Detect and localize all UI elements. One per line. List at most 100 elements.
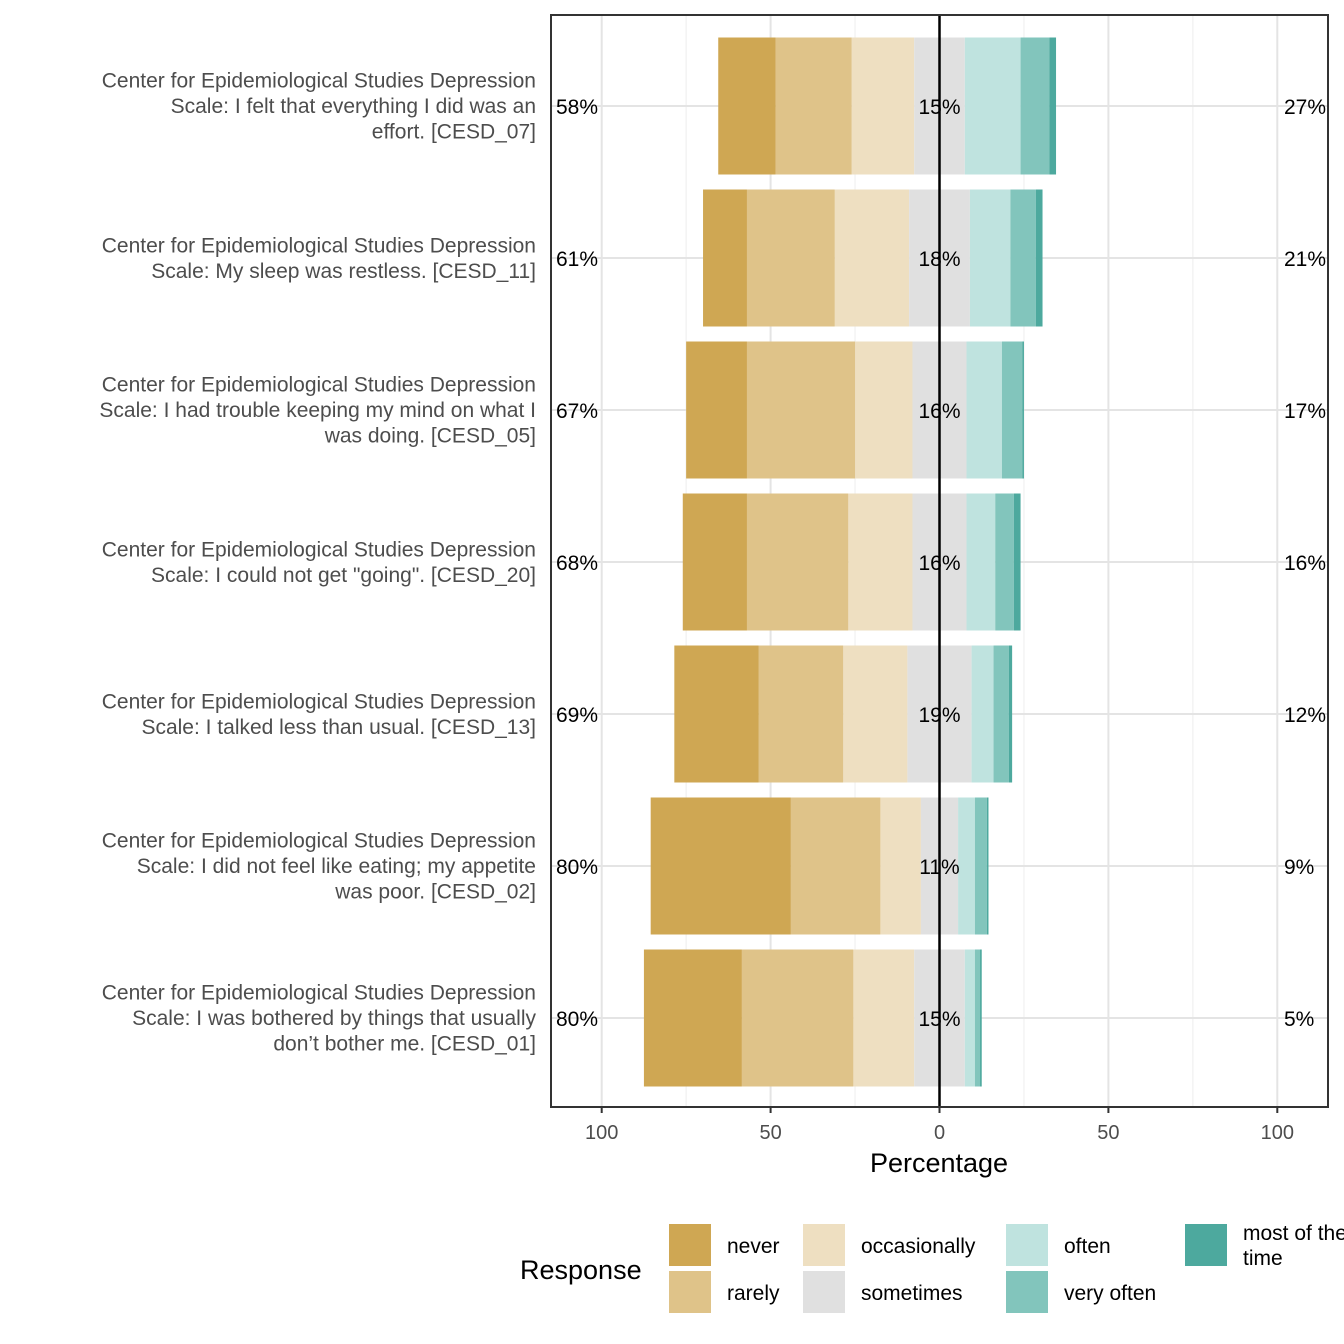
bar-segment-often — [969, 189, 1011, 327]
bar-segment-most-of-the-time — [1049, 37, 1057, 175]
bar-segment-often — [964, 949, 975, 1087]
bar-segment-most-of-the-time — [980, 949, 982, 1087]
bar-segment-occasionally — [855, 341, 913, 479]
y-axis-label-line: Center for Epidemiological Studies Depre… — [102, 374, 536, 397]
y-axis-label-line: was doing. [CESD_05] — [324, 425, 536, 448]
legend-label: often — [1064, 1235, 1111, 1258]
legend-label: occasionally — [861, 1235, 976, 1258]
bar-segment-most-of-the-time — [1013, 493, 1021, 631]
y-axis-label-line: Scale: I did not feel like eating; my ap… — [137, 855, 536, 878]
bar-segment-rarely — [741, 949, 854, 1087]
y-axis-label: Center for Epidemiological Studies Depre… — [99, 374, 536, 448]
bar-segment-occasionally — [848, 493, 913, 631]
high-percent-label: 27% — [1284, 96, 1326, 119]
high-percent-label: 17% — [1284, 400, 1326, 423]
legend-label: rarely — [727, 1282, 780, 1305]
bar-segment-rarely — [790, 797, 881, 935]
bar-segment-never — [686, 341, 747, 479]
y-axis-label-line: Center for Epidemiological Studies Depre… — [102, 830, 536, 853]
y-axis-label-line: Scale: I felt that everything I did was … — [171, 95, 536, 118]
neutral-percent-label: 15% — [918, 1008, 960, 1031]
y-axis-label-line: Scale: My sleep was restless. [CESD_11] — [151, 260, 536, 283]
y-axis-label-line: Scale: I was bothered by things that usu… — [132, 1007, 536, 1030]
y-axis-label: Center for Epidemiological Studies Depre… — [102, 830, 536, 904]
legend-key-often — [1006, 1224, 1048, 1266]
bar-segment-rarely — [746, 493, 849, 631]
y-axis-label-line: Center for Epidemiological Studies Depre… — [102, 70, 536, 93]
y-axis-label: Center for Epidemiological Studies Depre… — [102, 982, 537, 1056]
bar-segment-never — [674, 645, 759, 783]
legend-label: never — [727, 1235, 780, 1258]
bar-segment-occasionally — [834, 189, 910, 327]
neutral-percent-label: 18% — [918, 248, 960, 271]
bar-segment-most-of-the-time — [986, 797, 989, 935]
high-percent-label: 12% — [1284, 704, 1326, 727]
legend-title: Response — [520, 1255, 642, 1285]
y-axis-label-line: Scale: I talked less than usual. [CESD_1… — [141, 716, 536, 739]
y-axis-label: Center for Epidemiological Studies Depre… — [102, 538, 536, 587]
y-axis-label: Center for Epidemiological Studies Depre… — [102, 70, 536, 144]
bar-segment-rarely — [758, 645, 844, 783]
legend-key-most-of-the-time — [1185, 1224, 1227, 1266]
y-axis-labels: Center for Epidemiological Studies Depre… — [99, 70, 536, 1056]
bar-segment-never — [703, 189, 747, 327]
bar-segment-occasionally — [880, 797, 921, 935]
high-percent-label: 5% — [1284, 1008, 1314, 1031]
bar-segment-never — [650, 797, 791, 935]
bar-segment-most-of-the-time — [1022, 341, 1024, 479]
bar-segment-most-of-the-time — [1035, 189, 1043, 327]
legend-key-occasionally — [803, 1224, 845, 1266]
low-percent-label: 58% — [556, 96, 598, 119]
plot-panel: 58% 27% 61% 21% 67% 17% 68% 16% 69% 12% 80% 9% 80% 5%… — [550, 14, 1329, 1108]
low-percent-label: 80% — [556, 1008, 598, 1031]
bar-segment-very-often — [1001, 341, 1023, 479]
bar-segment-very-often — [974, 949, 981, 1087]
x-tick-label: 50 — [1097, 1122, 1119, 1144]
bar-segment-occasionally — [843, 645, 908, 783]
bar-segment-very-often — [995, 493, 1014, 631]
low-percent-label: 69% — [556, 704, 598, 727]
bar-segment-rarely — [746, 341, 856, 479]
y-axis-label-line: Scale: I had trouble keeping my mind on … — [99, 399, 536, 422]
bar-segment-occasionally — [853, 949, 915, 1087]
neutral-percent-label: 11% — [919, 856, 959, 879]
high-percent-label: 9% — [1284, 856, 1314, 879]
bar-segment-never — [718, 37, 776, 175]
low-percent-label: 67% — [556, 400, 598, 423]
neutral-percent-label: 16% — [918, 400, 960, 423]
bar-segment-rarely — [775, 37, 852, 175]
bar-segment-never — [643, 949, 742, 1087]
y-axis-label: Center for Epidemiological Studies Depre… — [102, 234, 536, 283]
bar-segment-often — [971, 645, 994, 783]
x-axis-title: Percentage — [870, 1148, 1008, 1178]
y-axis-label-line: Center for Epidemiological Studies Depre… — [102, 690, 536, 713]
y-axis-label-line: Center for Epidemiological Studies Depre… — [102, 982, 536, 1005]
bar-segment-very-often — [993, 645, 1009, 783]
legend-label: very often — [1064, 1282, 1156, 1305]
high-percent-label: 21% — [1284, 248, 1326, 271]
low-percent-label: 80% — [556, 856, 598, 879]
x-tick-label: 100 — [585, 1122, 618, 1144]
bar-segment-rarely — [746, 189, 835, 327]
legend-key-sometimes — [803, 1271, 845, 1313]
x-tick-label: 0 — [934, 1122, 945, 1144]
legend-label: most of the time — [1243, 1222, 1344, 1270]
y-axis-label-line: Center for Epidemiological Studies Depre… — [102, 538, 536, 561]
bar-segment-very-often — [1010, 189, 1036, 327]
x-axis: Percentage 100 50 0 50 100 — [585, 1107, 1294, 1178]
bar-segment-often — [966, 341, 1002, 479]
bar-segment-often — [964, 37, 1021, 175]
y-axis-label-line: was poor. [CESD_02] — [334, 881, 536, 904]
legend-label-line: time — [1243, 1247, 1283, 1270]
bar-segment-often — [958, 797, 975, 935]
legend-label-line: most of the — [1243, 1222, 1344, 1245]
low-percent-label: 68% — [556, 552, 598, 575]
bar-segment-never — [682, 493, 747, 631]
bar-segment-most-of-the-time — [1008, 645, 1013, 783]
legend-key-never — [669, 1224, 711, 1266]
y-axis-label: Center for Epidemiological Studies Depre… — [102, 690, 536, 739]
legend: Response never rarely occasionally sometime… — [520, 1222, 1344, 1313]
y-axis-label-line: don’t bother me. [CESD_01] — [273, 1033, 536, 1056]
bar-segment-very-often — [974, 797, 987, 935]
